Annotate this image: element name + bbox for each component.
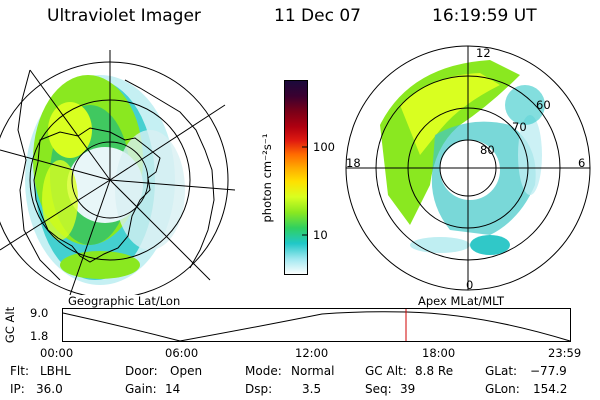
gain-value: 14 [165, 382, 181, 396]
glat-value: −77.9 [530, 364, 567, 378]
mlt-label-0: 0 [466, 278, 474, 292]
altitude-axis-label: GC Alt [3, 306, 17, 344]
mlt-label-12: 12 [476, 46, 491, 60]
mag-aurora-emission [380, 60, 545, 255]
colorbar-tick-100: 100 [313, 140, 335, 154]
glat-label: GLat: [485, 364, 518, 378]
mode-value: Normal [291, 364, 335, 378]
x-tick-1200: 12:00 [295, 346, 329, 360]
mlat-label-60: 60 [536, 98, 551, 112]
mag-map-label: Apex MLat/MLT [418, 294, 505, 308]
mlat-label-70: 70 [512, 120, 527, 134]
instrument-title: Ultraviolet Imager [47, 6, 201, 26]
seq-value: 39 [400, 382, 416, 396]
geo-meridians [0, 50, 236, 295]
door-label: Door: [125, 364, 158, 378]
altitude-curve [62, 311, 571, 342]
seq-label: Seq: [365, 382, 392, 396]
observation-time: 16:19:59 UT [432, 6, 537, 26]
apex-polar-aurora-image [345, 45, 591, 291]
filter-value: LBHL [40, 364, 71, 378]
filter-label: Flt: [10, 364, 29, 378]
mlt-label-18: 18 [346, 156, 361, 170]
dsp-label: Dsp: [245, 382, 273, 396]
colorbar-tick-10: 10 [313, 228, 328, 242]
gc-alt-label: GC Alt: [365, 364, 407, 378]
door-value: Open [170, 364, 203, 378]
mlat-label-80: 80 [480, 143, 495, 157]
altitude-plot [62, 308, 571, 342]
geo-map-label: Geographic Lat/Lon [68, 294, 181, 308]
ip-label: IP: [10, 382, 25, 396]
ip-value: 36.0 [36, 382, 63, 396]
x-tick-2359: 23:59 [548, 346, 582, 360]
mlt-label-6: 6 [578, 156, 586, 170]
altitude-tick-high: 9.0 [30, 306, 49, 320]
glon-label: GLon: [485, 382, 520, 396]
colorbar [284, 80, 308, 275]
mag-mlt-axes [346, 46, 590, 290]
colorbar-unit-label: photon cm⁻²s⁻¹ [260, 133, 274, 223]
x-tick-1800: 18:00 [422, 346, 456, 360]
antarctica-coastline [33, 127, 161, 263]
gc-alt-value: 8.8 Re [415, 364, 454, 378]
geographic-aurora-image [0, 50, 236, 295]
altitude-tick-low: 1.8 [30, 329, 49, 343]
dsp-value: 3.5 [302, 382, 322, 396]
x-tick-0000: 00:00 [40, 346, 74, 360]
x-tick-0600: 06:00 [165, 346, 199, 360]
mode-label: Mode: [245, 364, 282, 378]
gain-label: Gain: [125, 382, 157, 396]
glon-value: 154.2 [533, 382, 568, 396]
observation-date: 11 Dec 07 [274, 6, 361, 26]
